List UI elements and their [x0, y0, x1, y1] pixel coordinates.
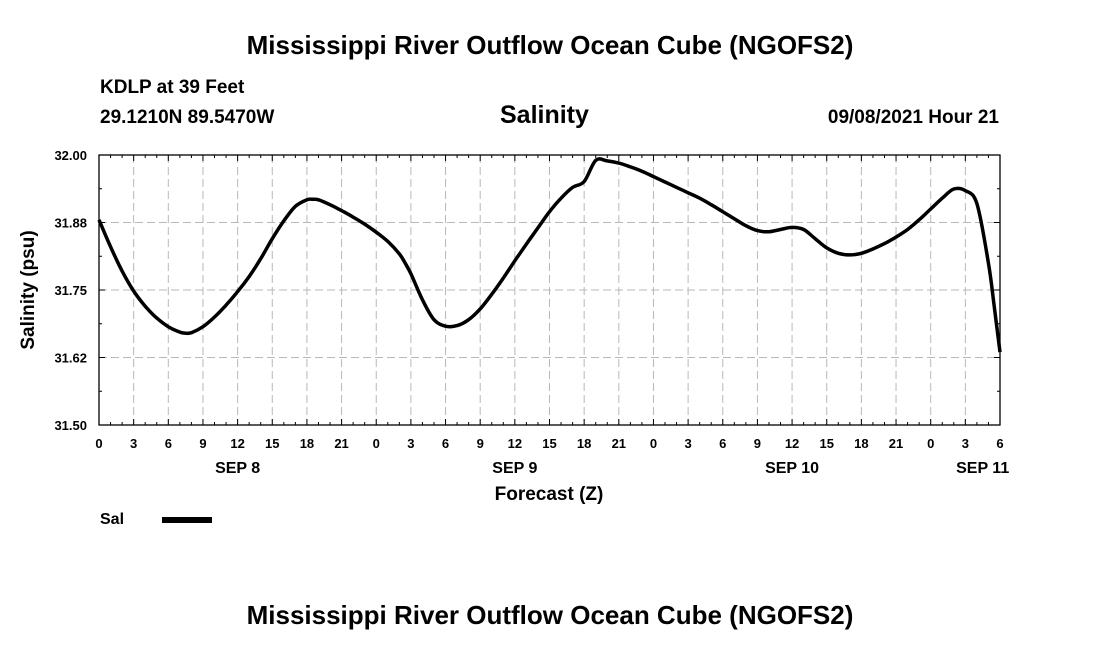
y-tick-label: 31.88: [54, 216, 87, 231]
x-tick-label: 15: [542, 436, 556, 451]
x-tick-label: 3: [684, 436, 691, 451]
x-tick-label: 15: [819, 436, 833, 451]
x-tick-label: 3: [407, 436, 414, 451]
x-tick-label: 12: [508, 436, 522, 451]
x-tick-label: 0: [95, 436, 102, 451]
x-tick-label: 9: [754, 436, 761, 451]
day-label: SEP 10: [765, 460, 819, 477]
footer-title: Mississippi River Outflow Ocean Cube (NG…: [246, 600, 854, 630]
page-title: Mississippi River Outflow Ocean Cube (NG…: [246, 30, 854, 60]
x-tick-label: 6: [442, 436, 449, 451]
axis-layer: 0 3 6 9 12 15 18 21 0 3 6 9 12 15 18 21 0 3 6 9 12 15 18 21 0 3 6 3…: [54, 148, 1009, 477]
x-tick-label: 18: [854, 436, 868, 451]
x-tick-label: 3: [130, 436, 137, 451]
series-layer: [97, 157, 1002, 353]
day-label: SEP 8: [215, 460, 260, 477]
x-tick-label: 18: [577, 436, 591, 451]
x-tick-label: 0: [927, 436, 934, 451]
y-axis-label: Salinity (psu): [18, 230, 39, 349]
x-tick-label: 12: [785, 436, 799, 451]
x-tick-label: 6: [996, 436, 1003, 451]
x-tick-label: 9: [199, 436, 206, 451]
y-tick-label: 31.62: [54, 351, 87, 366]
x-tick-label: 18: [300, 436, 314, 451]
day-label: SEP 11: [956, 460, 1009, 477]
grid-layer: [99, 155, 1000, 425]
x-tick-label: 6: [165, 436, 172, 451]
x-tick-label: 3: [962, 436, 969, 451]
x-tick-label: 21: [889, 436, 903, 451]
x-tick-label: 21: [612, 436, 626, 451]
plot-frame: [98, 154, 1001, 426]
chart-title: Salinity: [500, 101, 589, 129]
x-tick-label: 12: [230, 436, 244, 451]
x-tick-label: 15: [265, 436, 279, 451]
x-tick-label: 9: [477, 436, 484, 451]
x-tick-label: 21: [334, 436, 348, 451]
y-tick-label: 31.50: [54, 418, 87, 433]
x-tick-label: 6: [719, 436, 726, 451]
y-tick-label: 32.00: [54, 148, 87, 163]
x-tick-label: 0: [650, 436, 657, 451]
forecast-datetime: 09/08/2021 Hour 21: [827, 107, 999, 128]
x-axis-label: Forecast (Z): [495, 484, 604, 505]
x-tick-label: 0: [373, 436, 380, 451]
station-coordinates: 29.1210N 89.5470W: [100, 107, 275, 128]
series-line-sal: [97, 157, 1002, 353]
y-tick-label: 31.75: [54, 283, 87, 298]
station-label: KDLP at 39 Feet: [100, 77, 245, 98]
legend-label: Sal: [100, 511, 124, 528]
day-label: SEP 9: [492, 460, 537, 477]
